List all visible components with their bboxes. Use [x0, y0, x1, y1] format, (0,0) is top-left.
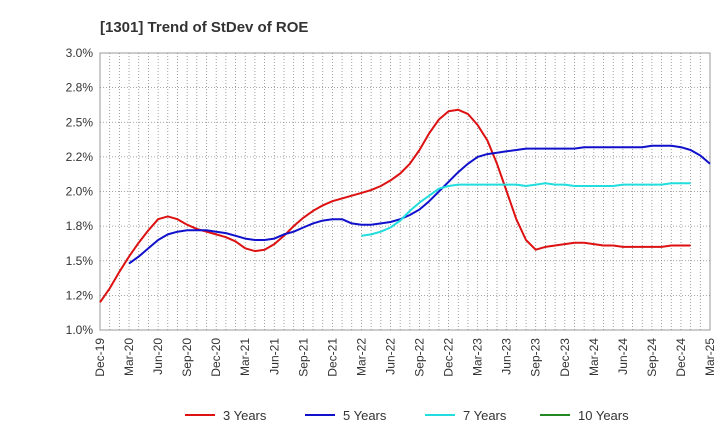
legend-item: 5 Years — [305, 408, 387, 423]
x-tick-label: Mar-21 — [238, 338, 252, 376]
legend-item: 3 Years — [185, 408, 267, 423]
y-tick-label: 1.2% — [66, 288, 94, 302]
x-tick-label: Jun-24 — [616, 338, 630, 375]
x-tick-label: Mar-23 — [471, 338, 485, 376]
x-tick-label: Sep-22 — [413, 338, 427, 377]
x-tick-label: Jun-20 — [151, 338, 165, 375]
x-tick-label: Sep-21 — [296, 338, 310, 377]
y-tick-label: 2.2% — [66, 150, 94, 164]
y-tick-label: 1.0% — [66, 323, 94, 337]
chart-title: [1301] Trend of StDev of ROE — [100, 19, 308, 36]
x-tick-label: Dec-24 — [674, 338, 688, 377]
x-tick-label: Dec-21 — [325, 338, 339, 377]
x-tick-label: Sep-24 — [645, 338, 659, 377]
x-tick-label: Jun-22 — [383, 338, 397, 375]
x-tick-label: Mar-20 — [122, 338, 136, 376]
x-tick-label: Mar-22 — [354, 338, 368, 376]
grid-layer — [99, 52, 711, 331]
x-tick-label: Dec-20 — [209, 338, 223, 377]
x-tick-label: Jun-23 — [500, 338, 514, 375]
x-tick-label: Dec-19 — [93, 338, 107, 377]
x-tick-label: Mar-25 — [703, 338, 717, 376]
y-tick-label: 2.5% — [66, 115, 94, 129]
series-line — [361, 182, 691, 237]
legend: 3 Years 5 Years 7 Years 10 Years — [185, 408, 629, 423]
legend-label: 10 Years — [578, 408, 629, 423]
x-tick-label: Sep-20 — [180, 338, 194, 377]
x-tick-label: Mar-24 — [587, 338, 601, 376]
legend-label: 7 Years — [463, 408, 507, 423]
y-tick-label: 2.8% — [66, 81, 94, 95]
x-tick-label: Sep-23 — [529, 338, 543, 377]
series-layer — [99, 108, 711, 303]
y-tick-label: 1.8% — [66, 219, 94, 233]
legend-item: 7 Years — [425, 408, 507, 423]
y-tick-label: 2.0% — [66, 185, 94, 199]
y-tick-label: 1.5% — [66, 254, 94, 268]
y-tick-label: 3.0% — [66, 46, 94, 60]
legend-label: 5 Years — [343, 408, 387, 423]
plot-area — [99, 52, 711, 331]
x-tick-label: Jun-21 — [267, 338, 281, 375]
axis-layer: 1.0% 1.2% 1.5% 1.8% 2.0% 2.2% 2.5% 2.8% 3.0% Dec-… — [66, 46, 717, 377]
legend-item: 10 Years — [540, 408, 629, 423]
x-tick-label: Dec-22 — [442, 338, 456, 377]
series-line — [128, 144, 711, 265]
x-tick-label: Dec-23 — [558, 338, 572, 377]
legend-label: 3 Years — [223, 408, 267, 423]
